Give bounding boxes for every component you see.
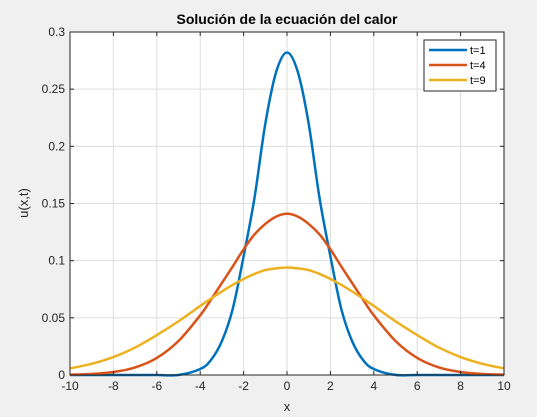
y-tick-labels: 0 0.05 0.1 0.15 0.2 0.25 0.3 — [42, 25, 66, 382]
x-tick-label: 6 — [414, 379, 421, 393]
x-tick-label: 8 — [457, 379, 464, 393]
y-axis-label: u(x,t) — [16, 188, 31, 218]
y-tick-label: 0.25 — [42, 82, 66, 96]
x-axis-label: x — [284, 399, 291, 414]
x-tick-labels: -10 -8 -6 -4 -2 0 2 4 6 8 10 — [61, 379, 511, 393]
x-tick-label: -6 — [151, 379, 162, 393]
y-tick-label: 0.1 — [48, 254, 65, 268]
x-tick-label: 0 — [284, 379, 291, 393]
y-tick-label: 0.05 — [42, 311, 66, 325]
x-tick-label: -2 — [238, 379, 249, 393]
x-tick-label: -10 — [61, 379, 79, 393]
chart-title: Solución de la ecuación del calor — [177, 11, 399, 27]
legend-label-2: t=9 — [470, 75, 486, 87]
legend-label-0: t=1 — [470, 45, 486, 57]
x-tick-label: -8 — [108, 379, 119, 393]
legend-label-1: t=4 — [470, 60, 486, 72]
y-tick-label: 0 — [58, 368, 65, 382]
y-tick-label: 0.3 — [48, 25, 65, 39]
x-tick-label: 10 — [497, 379, 511, 393]
series-line-2 — [69, 266, 505, 370]
series-line-1 — [69, 212, 505, 376]
x-tick-label: -4 — [195, 379, 206, 393]
y-tick-label: 0.2 — [48, 139, 65, 153]
tick-marks — [69, 31, 505, 376]
y-tick-label: 0.15 — [42, 197, 66, 211]
x-tick-label: 2 — [327, 379, 334, 393]
x-tick-label: 4 — [370, 379, 377, 393]
legend: t=1 t=4 t=9 — [423, 39, 497, 92]
